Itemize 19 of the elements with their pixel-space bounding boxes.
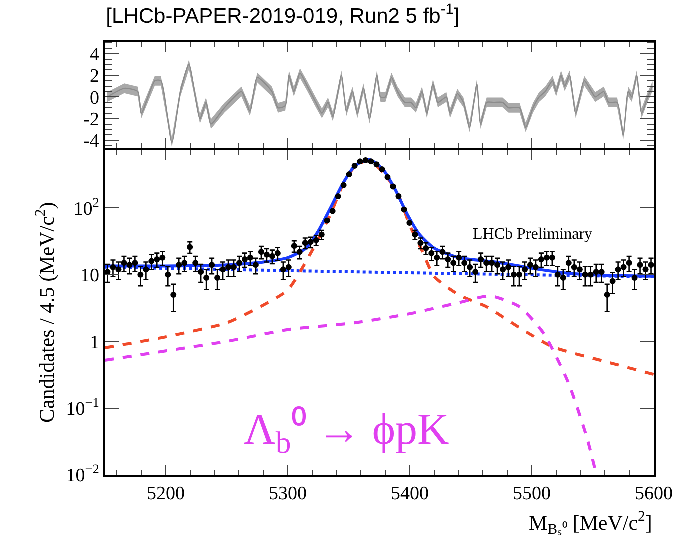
x-tick-label: 5400: [391, 484, 429, 505]
x-tick-label: 5600: [635, 484, 673, 505]
chart-title: [LHCb-PAPER-2019-019, Run2 5 fb$^{-1}$]: [106, 2, 460, 28]
x-axis-title: M$_{Bₛ⁰}$ [MeV/c$^{2}$]: [529, 509, 652, 538]
y-tick-label: 2: [90, 66, 100, 88]
y-tick-label: 1: [90, 332, 100, 354]
y-tick-label: 4: [90, 44, 100, 66]
x-tick-label: 5200: [147, 484, 185, 505]
y-tick-label: 10$^{−2}$: [66, 462, 100, 487]
y-tick-label: -4: [84, 131, 100, 152]
annotation: LHCb Preliminary: [473, 226, 593, 243]
x-tick-label: 5300: [269, 484, 307, 505]
y-tick-label: 0: [90, 88, 100, 109]
y-tick-label: 10: [80, 266, 100, 287]
y-tick-label: 10$^{−1}$: [66, 394, 100, 420]
y-tick-label: 10$^{2}$: [74, 194, 100, 220]
y-tick-label: -2: [84, 110, 100, 131]
series-label: Λ$_{b}$⁰ → ϕpK: [244, 405, 450, 460]
x-tick-label: 5500: [513, 484, 551, 505]
